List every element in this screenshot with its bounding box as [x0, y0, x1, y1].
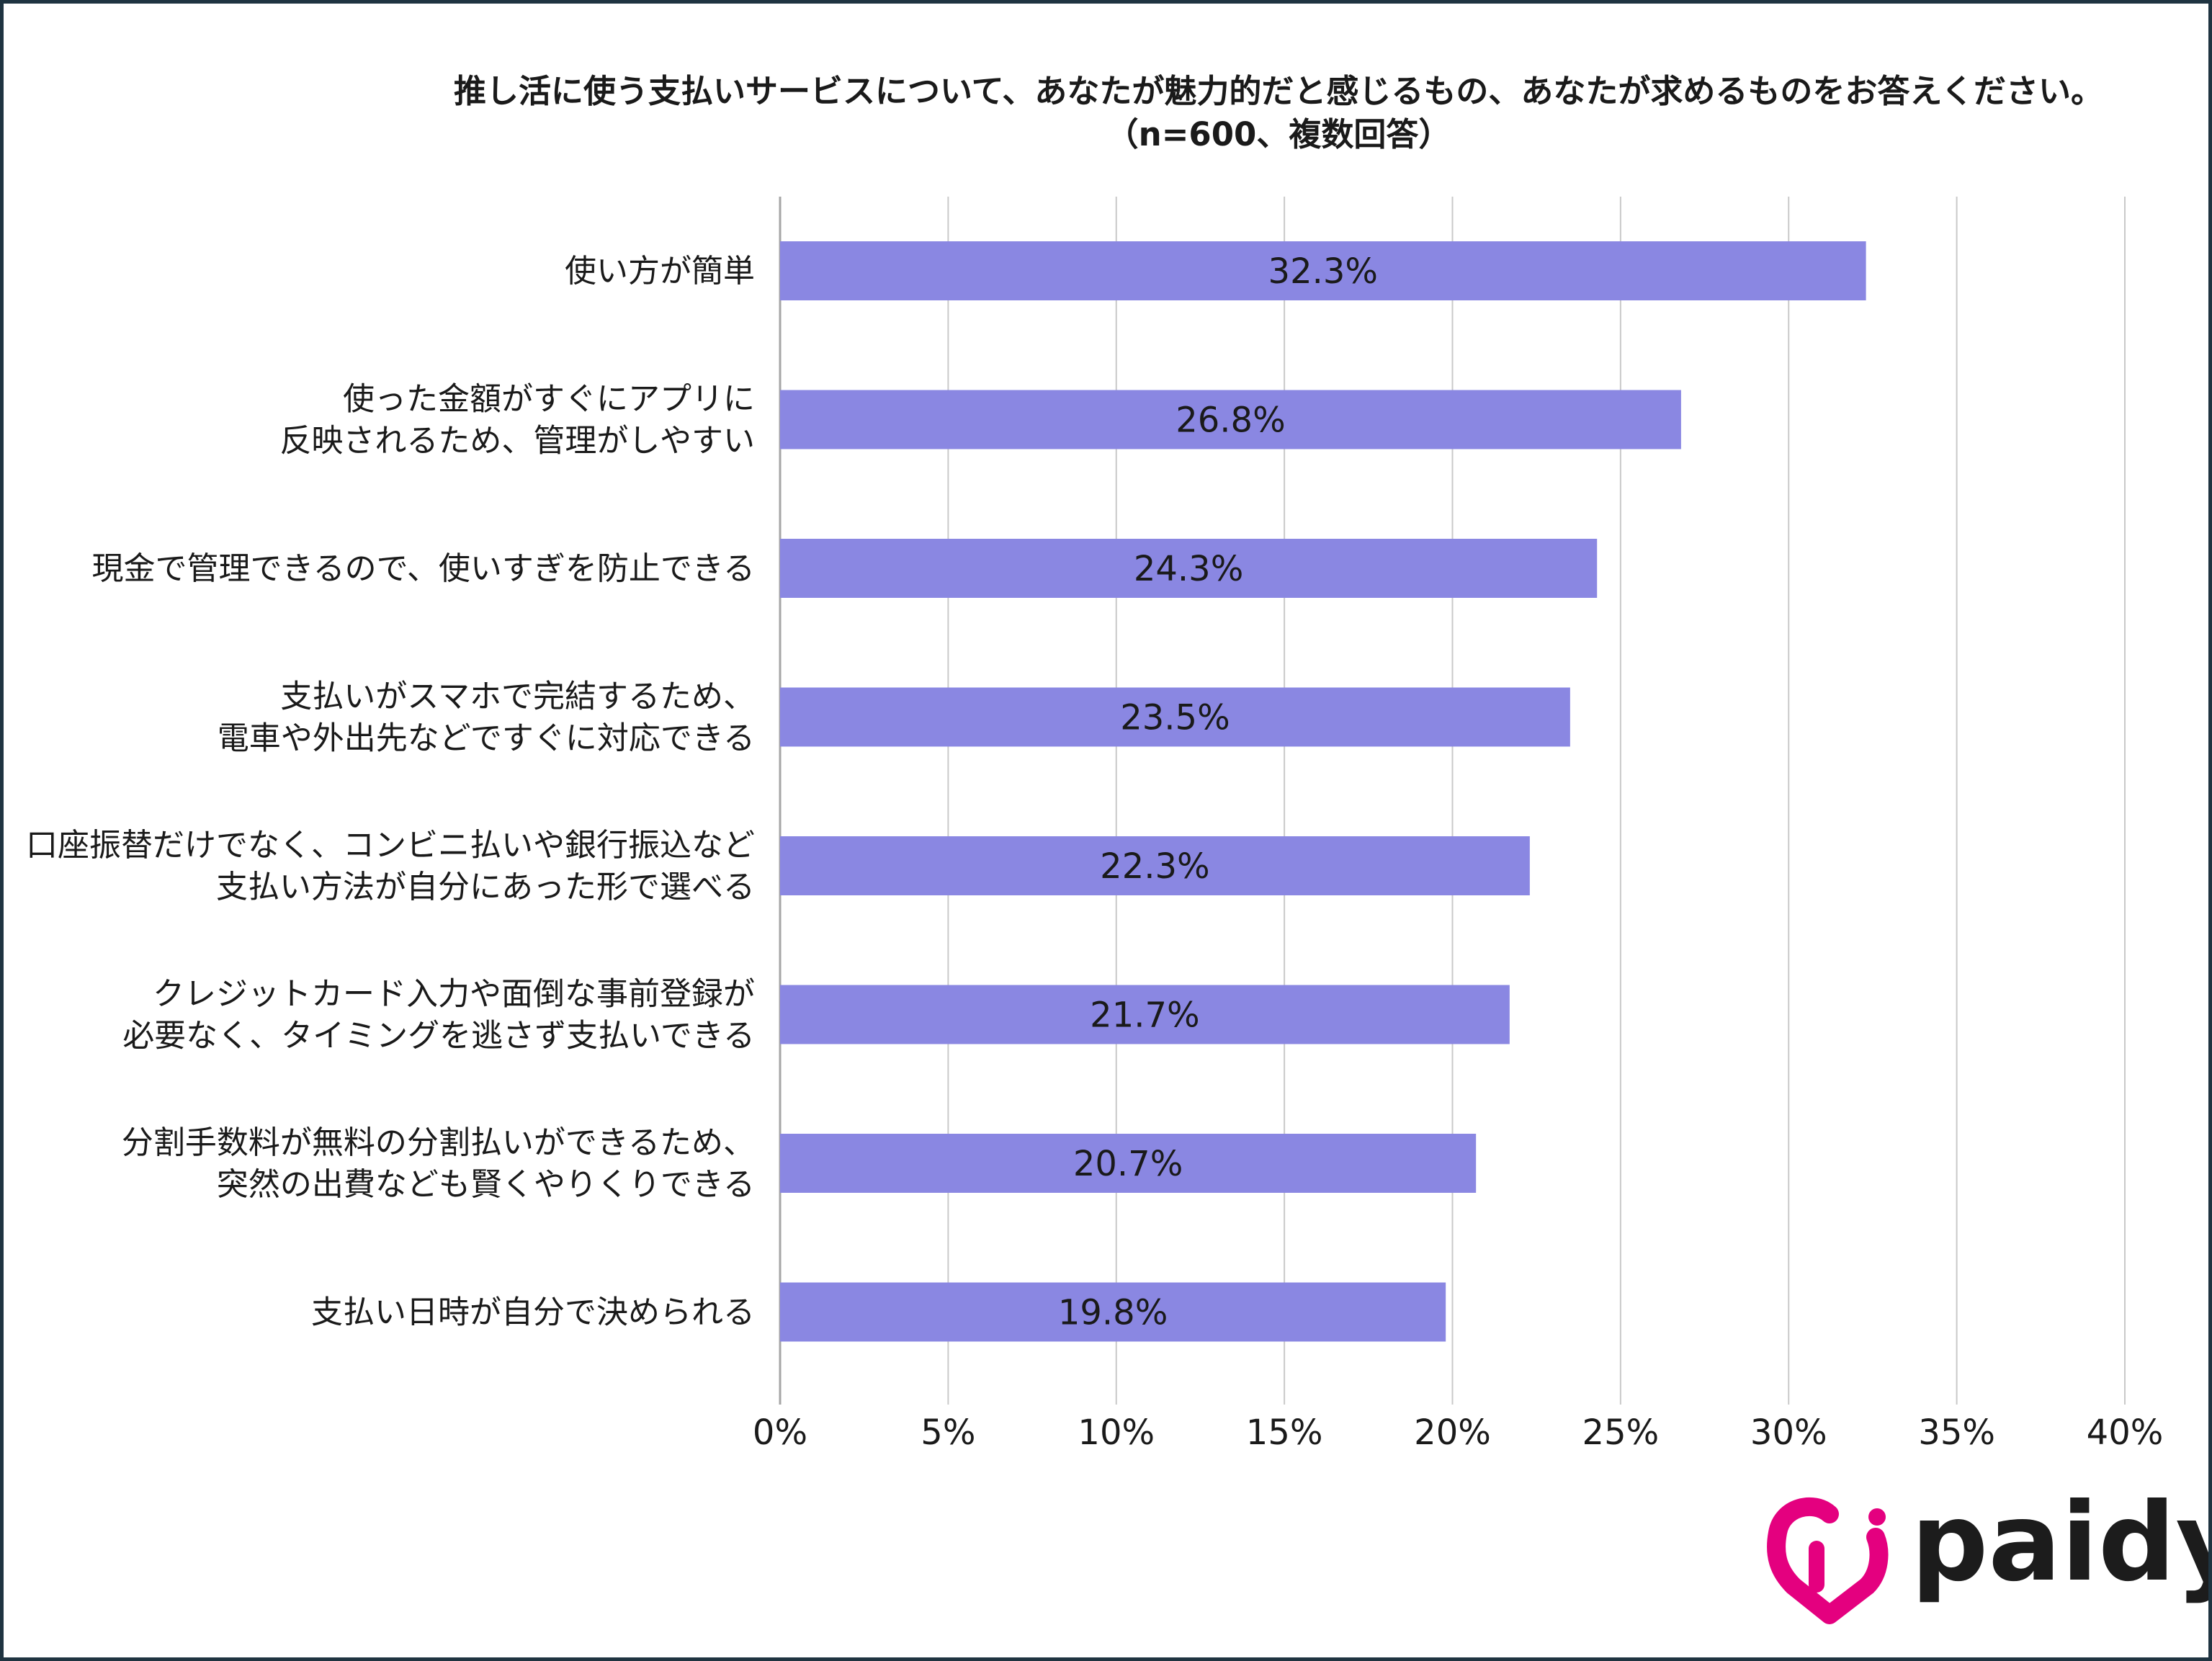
bars: 32.3% 26.8% 24.3% 23.5% 22.3% 21.7% 20.7% 19.8% [780, 241, 1866, 1342]
x-tick-label: 30% [1750, 1412, 1827, 1453]
category-label: 支払い日時が自分で決められる [311, 1294, 755, 1331]
x-tick-label: 20% [1414, 1412, 1491, 1453]
gridlines [779, 197, 2126, 1405]
x-tick-label: 15% [1246, 1412, 1323, 1453]
category-label: 支払いがスマホで完結するため、 [280, 679, 755, 715]
chart-title-line: （n=600、複数回答） [1106, 115, 1451, 153]
bar-chart: 推し活に使う支払いサービスについて、あなたが魅力的だと感じるもの、あなたが求める… [26, 72, 2208, 1624]
bar-value-label: 20.7% [1073, 1144, 1183, 1184]
bar-value-label: 26.8% [1176, 400, 1285, 441]
category-label: 使い方が簡単 [565, 253, 755, 290]
bar [780, 687, 1570, 747]
bar-value-label: 23.5% [1120, 698, 1230, 738]
category-label: 口座振替だけでなく、コンビニ払いや銀行振込など [26, 827, 755, 864]
bar [780, 1134, 1477, 1193]
paidy-wordmark: paidy [1911, 1480, 2208, 1606]
category-label: 電車や外出先などですぐに対応できる [218, 720, 755, 757]
category-label: 支払い方法が自分にあった形で選べる [216, 869, 755, 905]
category-label: クレジットカード入力や面倒な事前登録が [153, 976, 755, 1013]
bar-value-label: 21.7% [1090, 995, 1199, 1036]
x-axis-ticks: 0% 5% 10% 15% 20% 25% 30% 35% 40% [753, 1412, 2163, 1453]
paidy-logo: paidy [1767, 1480, 2208, 1624]
category-label: 突然の出費なども賢くやりくりできる [217, 1166, 755, 1203]
bar [780, 390, 1681, 449]
bar [780, 985, 1510, 1044]
chart-title-line: 推し活に使う支払いサービスについて、あなたが魅力的だと感じるもの、あなたが求める… [454, 72, 2103, 110]
bar [780, 836, 1530, 895]
bar-value-label: 22.3% [1100, 846, 1209, 887]
x-tick-label: 25% [1582, 1412, 1660, 1453]
chart-title: 推し活に使う支払いサービスについて、あなたが魅力的だと感じるもの、あなたが求める… [454, 72, 2103, 153]
x-tick-label: 35% [1918, 1412, 1995, 1453]
category-label: 現金で管理できるので、使いすぎを防止できる [92, 550, 755, 587]
x-tick-label: 40% [2087, 1412, 2164, 1453]
category-label: 分割手数料が無料の分割払いができるため、 [122, 1124, 755, 1161]
category-labels: 使い方が簡単使った金額がすぐにアプリに反映されるため、管理がしやすい現金で管理で… [26, 253, 755, 1331]
category-label: 使った金額がすぐにアプリに [343, 381, 755, 418]
bar [780, 1282, 1446, 1342]
bar-value-label: 19.8% [1058, 1293, 1168, 1333]
x-tick-label: 10% [1078, 1412, 1155, 1453]
bar [780, 539, 1598, 598]
bar-value-label: 32.3% [1268, 251, 1378, 292]
x-tick-label: 5% [921, 1412, 975, 1453]
bar [780, 241, 1866, 300]
bar-value-label: 24.3% [1134, 549, 1243, 589]
category-label: 必要なく、タイミングを逃さず支払いできる [122, 1018, 755, 1055]
category-label: 反映されるため、管理がしやすい [279, 423, 755, 460]
x-tick-label: 0% [753, 1412, 807, 1453]
paidy-heart-logo-icon [1767, 1497, 1889, 1624]
